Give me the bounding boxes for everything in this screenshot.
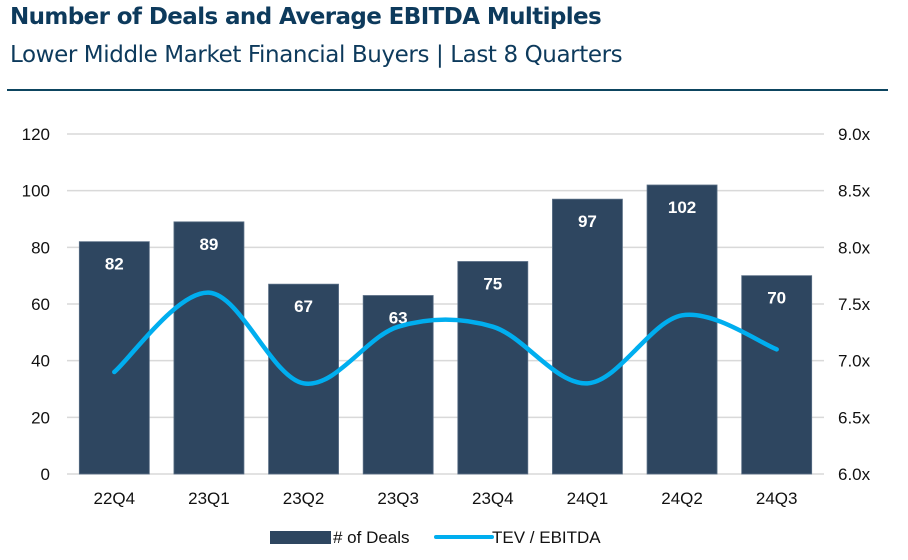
bar-data-label: 75 bbox=[483, 275, 502, 294]
x-tick-label: 24Q2 bbox=[661, 489, 703, 508]
x-axis-ticks: 22Q4 23Q1 23Q2 23Q3 23Q4 24Q1 24Q2 24Q3 bbox=[94, 489, 798, 508]
bar-data-labels: 82 89 67 63 75 97 102 70 bbox=[105, 198, 786, 328]
bar-series bbox=[78, 184, 813, 475]
right-tick-label: 6.5x bbox=[838, 408, 871, 427]
right-tick-label: 8.5x bbox=[838, 182, 871, 201]
tev-ebitda-line bbox=[112, 290, 779, 386]
left-tick-label: 80 bbox=[31, 238, 50, 257]
right-tick-label: 7.0x bbox=[838, 352, 871, 371]
bar-data-label: 67 bbox=[294, 297, 313, 316]
bar-23Q4 bbox=[457, 261, 529, 475]
left-tick-label: 60 bbox=[31, 295, 50, 314]
right-tick-label: 7.5x bbox=[838, 295, 871, 314]
legend-label-tev: TEV / EBITDA bbox=[492, 528, 601, 547]
bar-data-label: 102 bbox=[668, 198, 696, 217]
right-axis-ticks: 6.0x 6.5x 7.0x 7.5x 8.0x 8.5x 9.0x bbox=[838, 125, 871, 484]
x-tick-label: 24Q1 bbox=[567, 489, 609, 508]
left-tick-label: 100 bbox=[22, 182, 50, 201]
x-tick-label: 23Q1 bbox=[188, 489, 230, 508]
legend-swatch-deals bbox=[270, 531, 331, 544]
bar-data-label: 82 bbox=[105, 255, 124, 274]
left-axis-ticks: 0 20 40 60 80 100 120 bbox=[22, 125, 50, 484]
line-series bbox=[112, 290, 779, 386]
header-divider bbox=[7, 89, 888, 91]
chart-title: Number of Deals and Average EBITDA Multi… bbox=[10, 4, 602, 30]
chart-subtitle: Lower Middle Market Financial Buyers | L… bbox=[10, 42, 623, 68]
bar-24Q3 bbox=[741, 275, 813, 475]
left-tick-label: 0 bbox=[41, 465, 50, 484]
right-tick-label: 8.0x bbox=[838, 238, 871, 257]
bar-23Q1 bbox=[173, 221, 245, 475]
left-tick-label: 20 bbox=[31, 408, 50, 427]
legend-label-deals: # of Deals bbox=[333, 528, 410, 547]
left-tick-label: 40 bbox=[31, 352, 50, 371]
bar-22Q4 bbox=[78, 241, 150, 475]
left-tick-label: 120 bbox=[22, 125, 50, 144]
bar-data-label: 97 bbox=[578, 212, 597, 231]
legend: # of Deals TEV / EBITDA bbox=[270, 528, 601, 547]
bar-data-label: 70 bbox=[767, 289, 786, 308]
right-tick-label: 9.0x bbox=[838, 125, 871, 144]
x-tick-label: 23Q3 bbox=[377, 489, 419, 508]
x-tick-label: 22Q4 bbox=[94, 489, 136, 508]
bar-data-label: 89 bbox=[199, 235, 218, 254]
x-tick-label: 24Q3 bbox=[756, 489, 798, 508]
x-tick-label: 23Q4 bbox=[472, 489, 514, 508]
bar-data-label: 63 bbox=[389, 309, 408, 328]
right-tick-label: 6.0x bbox=[838, 465, 871, 484]
bar-24Q1 bbox=[552, 198, 623, 475]
x-tick-label: 23Q2 bbox=[283, 489, 325, 508]
